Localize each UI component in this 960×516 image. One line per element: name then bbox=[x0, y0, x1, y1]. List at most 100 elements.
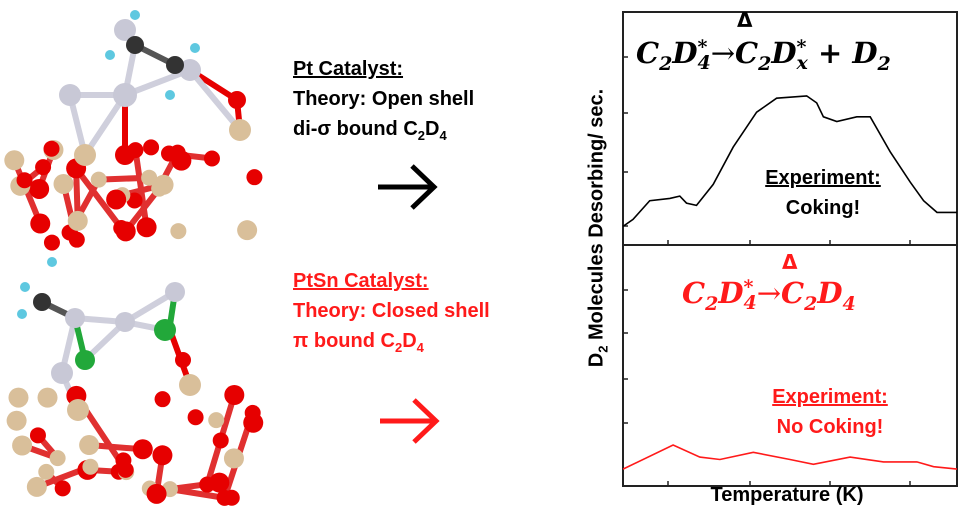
pt-catalyst-description: Pt Catalyst: Theory: Open shell di-σ bou… bbox=[293, 54, 474, 151]
o-atom bbox=[136, 217, 157, 238]
ptsn-bonding-line: π bound C2D4 bbox=[293, 326, 490, 363]
series-line-pt bbox=[622, 95, 957, 228]
annotation-title: Experiment: bbox=[772, 386, 888, 408]
bond bbox=[132, 147, 150, 231]
o-atom bbox=[117, 461, 134, 478]
o-atom bbox=[115, 221, 136, 242]
equation-pt: C2D * 4 →C2D * x + D2 bbox=[636, 36, 891, 75]
o-atom bbox=[115, 145, 135, 165]
catalyst-structures-image bbox=[4, 10, 264, 506]
text: D bbox=[718, 276, 744, 310]
text: 2 bbox=[877, 52, 891, 75]
o-atom bbox=[243, 412, 264, 433]
sn-atom bbox=[67, 210, 88, 231]
c-atom bbox=[33, 293, 51, 311]
text: x bbox=[796, 52, 808, 74]
annotation-ptsn: Experiment: No Coking! bbox=[735, 382, 925, 442]
o-atom bbox=[228, 91, 246, 109]
sn-atom bbox=[67, 399, 89, 421]
o-atom bbox=[187, 409, 204, 426]
ptsn-catalyst-structure bbox=[6, 257, 264, 506]
pt-atom bbox=[179, 59, 201, 81]
cl-atom bbox=[75, 350, 95, 370]
o-atom bbox=[160, 145, 177, 162]
pt-atom bbox=[115, 312, 135, 332]
o-atom bbox=[126, 192, 143, 209]
sn-atom bbox=[229, 119, 251, 141]
sn-atom bbox=[179, 374, 201, 396]
annotation-text: No Coking! bbox=[776, 416, 884, 438]
d-atom bbox=[20, 282, 30, 292]
text: di-σ bound C bbox=[293, 118, 418, 140]
text: 2 bbox=[417, 128, 425, 143]
sn-atom bbox=[8, 387, 29, 408]
annotation-title: Experiment: bbox=[765, 167, 881, 189]
text: D bbox=[402, 330, 417, 352]
d-atom bbox=[17, 309, 27, 319]
sn-atom bbox=[49, 450, 66, 467]
annotation-text: Coking! bbox=[785, 197, 861, 219]
sn-atom bbox=[79, 435, 100, 456]
pt-catalyst-structure bbox=[4, 10, 263, 251]
text: π bound C bbox=[293, 330, 395, 352]
sn-atom bbox=[12, 435, 33, 456]
o-atom bbox=[16, 172, 33, 189]
text: 2 bbox=[804, 292, 818, 315]
sn-atom bbox=[74, 144, 96, 166]
pt-bonding-line: di-σ bound C2D4 bbox=[293, 114, 474, 151]
o-atom bbox=[43, 234, 60, 251]
o-atom bbox=[246, 169, 263, 186]
sn-atom bbox=[141, 169, 158, 186]
o-atom bbox=[54, 480, 71, 497]
o-atom bbox=[68, 231, 85, 248]
text: → bbox=[756, 276, 782, 310]
text: 4 bbox=[439, 128, 447, 143]
text: 2 bbox=[595, 345, 611, 353]
o-atom bbox=[29, 427, 46, 444]
sn-atom bbox=[170, 223, 187, 240]
text: * bbox=[743, 276, 754, 298]
d-atom bbox=[130, 10, 140, 20]
series-line-ptsn bbox=[622, 444, 958, 470]
text: Molecules Desorbing/ sec. bbox=[585, 88, 608, 346]
o-atom bbox=[146, 483, 167, 504]
text: C bbox=[735, 36, 759, 70]
text: 2 bbox=[394, 340, 403, 355]
text: * bbox=[796, 36, 807, 58]
d-atom bbox=[105, 50, 115, 60]
text: 4 bbox=[697, 52, 711, 74]
text: 4 bbox=[842, 292, 856, 315]
equation-ptsn: C2D * 4 →C2D4 bbox=[682, 276, 856, 315]
text: 4 bbox=[416, 340, 424, 355]
sn-atom bbox=[6, 410, 27, 431]
bond bbox=[73, 165, 125, 232]
text: 2 bbox=[659, 52, 673, 75]
text: 4 bbox=[743, 292, 757, 314]
sn-atom bbox=[38, 463, 55, 480]
ptsn-catalyst-description: PtSn Catalyst: Theory: Closed shell π bo… bbox=[293, 266, 490, 363]
cl-atom bbox=[154, 319, 176, 341]
o-atom bbox=[203, 150, 220, 167]
o-atom bbox=[224, 385, 245, 406]
c-atom bbox=[126, 36, 144, 54]
pt-atom bbox=[165, 282, 185, 302]
o-atom bbox=[35, 159, 52, 176]
pt-atom bbox=[59, 84, 81, 106]
sn-atom bbox=[151, 180, 168, 197]
text: C bbox=[781, 276, 805, 310]
sn-atom bbox=[37, 387, 58, 408]
sn-atom bbox=[223, 448, 244, 469]
o-atom bbox=[212, 432, 229, 449]
pt-atom bbox=[65, 308, 85, 328]
text: + D bbox=[807, 36, 878, 70]
pt-catalyst-title: Pt Catalyst: bbox=[293, 58, 404, 80]
c-atom bbox=[166, 56, 184, 74]
plot-frame bbox=[622, 11, 958, 487]
o-atom bbox=[154, 391, 171, 408]
pt-atom bbox=[51, 362, 73, 384]
heat-delta-bottom: Δ bbox=[782, 250, 798, 274]
o-atom bbox=[29, 178, 50, 199]
sn-atom bbox=[208, 412, 225, 429]
text: → bbox=[710, 36, 736, 70]
